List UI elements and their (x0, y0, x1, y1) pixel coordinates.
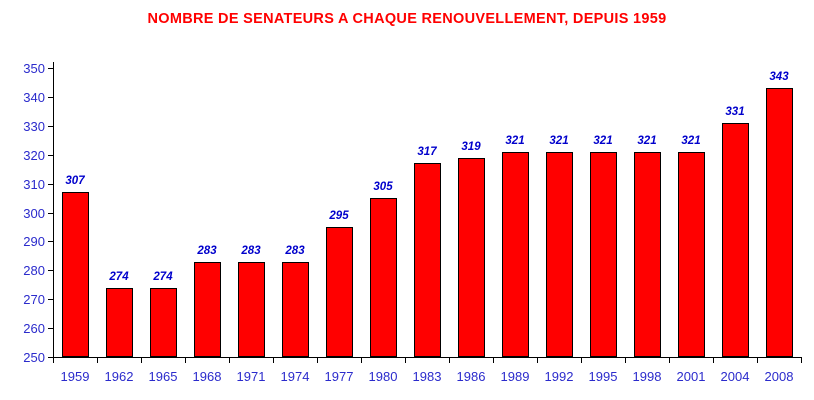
bar-1965 (150, 288, 177, 357)
x-axis-label-1980: 1980 (368, 369, 398, 384)
x-axis-label-1983: 1983 (412, 369, 442, 384)
x-axis-label-1959: 1959 (60, 369, 90, 384)
x-axis-tick (97, 358, 98, 363)
x-axis-tick (53, 358, 54, 363)
bar-value-label-1977: 295 (329, 210, 349, 222)
bar-value-label-1989: 321 (505, 135, 525, 147)
y-axis-label: 280 (23, 263, 45, 279)
x-axis-tick (537, 358, 538, 363)
x-axis-tick (273, 358, 274, 363)
x-axis-label-1965: 1965 (148, 369, 178, 384)
y-axis-label: 290 (23, 234, 45, 250)
x-axis-label-1971: 1971 (236, 369, 266, 384)
y-axis-label: 300 (23, 205, 45, 221)
bar-value-label-1971: 283 (241, 245, 261, 257)
bar-1998 (634, 152, 661, 357)
y-axis-tick (48, 212, 53, 214)
y-axis-label: 270 (23, 292, 45, 308)
bar-2001 (678, 152, 705, 357)
y-axis-label: 320 (23, 147, 45, 163)
y-axis-tick (48, 183, 53, 185)
x-axis-label-2001: 2001 (676, 369, 706, 384)
y-axis-tick (48, 270, 53, 272)
x-axis-label-1992: 1992 (544, 369, 574, 384)
y-axis-tick (48, 154, 53, 156)
bar-1962 (106, 288, 133, 357)
x-axis-tick (361, 358, 362, 363)
x-axis-label-1962: 1962 (104, 369, 134, 384)
y-axis-tick (48, 241, 53, 243)
bar-1959 (62, 192, 89, 357)
x-axis-label-2008: 2008 (764, 369, 794, 384)
x-axis-tick (713, 358, 714, 363)
x-axis-line (53, 357, 802, 358)
bar-value-label-2008: 343 (769, 71, 789, 83)
bar-value-label-2004: 331 (725, 106, 745, 118)
y-axis-label: 340 (23, 89, 45, 105)
y-axis-label: 310 (23, 176, 45, 192)
bar-value-label-1968: 283 (197, 245, 217, 257)
x-axis-label-1995: 1995 (588, 369, 618, 384)
y-axis-tick (48, 68, 53, 69)
y-axis-label: 260 (23, 321, 45, 337)
bar-value-label-1962: 274 (109, 271, 129, 283)
x-axis-label-1998: 1998 (632, 369, 662, 384)
x-axis-tick (493, 358, 494, 363)
bar-1986 (458, 158, 485, 357)
x-axis-tick (185, 358, 186, 363)
bar-value-label-1986: 319 (461, 141, 481, 153)
bar-1992 (546, 152, 573, 357)
y-axis-tick (48, 328, 53, 330)
bar-value-label-1983: 317 (417, 146, 437, 158)
y-axis-label: 250 (23, 350, 45, 365)
x-axis-tick (405, 358, 406, 363)
bar-value-label-1995: 321 (593, 135, 613, 147)
bar-value-label-1992: 321 (549, 135, 569, 147)
x-axis-label-1989: 1989 (500, 369, 530, 384)
bar-value-label-2001: 321 (681, 135, 701, 147)
bar-1971 (238, 262, 265, 357)
y-axis-tick (48, 299, 53, 301)
bar-value-label-1965: 274 (153, 271, 173, 283)
bar-value-label-1974: 283 (285, 245, 305, 257)
x-axis-label-2004: 2004 (720, 369, 750, 384)
bar-value-label-1980: 305 (373, 181, 393, 193)
x-axis-tick (317, 358, 318, 363)
y-axis-label: 330 (23, 118, 45, 134)
chart-title: NOMBRE DE SENATEURS A CHAQUE RENOUVELLEM… (147, 11, 667, 27)
bar-1980 (370, 198, 397, 357)
x-axis-tick (581, 358, 582, 363)
bar-1968 (194, 262, 221, 357)
x-axis-tick (669, 358, 670, 363)
y-axis-tick (48, 125, 53, 127)
x-axis-tick (141, 358, 142, 363)
y-axis-tick (48, 357, 53, 358)
bar-1974 (282, 262, 309, 357)
bar-value-label-1998: 321 (637, 135, 657, 147)
bar-1989 (502, 152, 529, 357)
bar-2004 (722, 123, 749, 357)
bar-2008 (766, 88, 793, 357)
bar-1983 (414, 163, 441, 357)
x-axis-label-1977: 1977 (324, 369, 354, 384)
bar-1995 (590, 152, 617, 357)
x-axis-label-1974: 1974 (280, 369, 310, 384)
x-axis-tick (229, 358, 230, 363)
y-axis-line (53, 62, 54, 358)
x-axis-tick (801, 358, 802, 363)
y-axis-tick (48, 96, 53, 98)
x-axis-tick (625, 358, 626, 363)
y-axis-label: 350 (23, 61, 45, 76)
x-axis-tick (757, 358, 758, 363)
x-axis-tick (449, 358, 450, 363)
bar-1977 (326, 227, 353, 357)
bar-value-label-1959: 307 (65, 175, 85, 187)
x-axis-label-1968: 1968 (192, 369, 222, 384)
x-axis-label-1986: 1986 (456, 369, 486, 384)
